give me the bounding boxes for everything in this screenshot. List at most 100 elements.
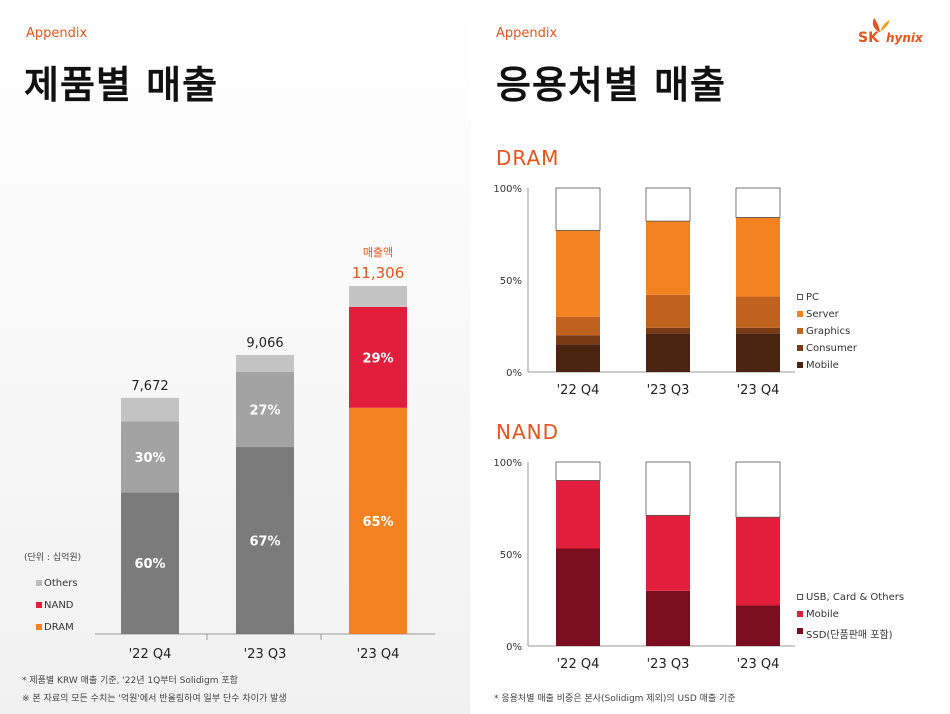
legend-swatch-others [36, 580, 42, 586]
legend-label: Mobile [806, 360, 839, 371]
x-tick-label: '23 Q3 [244, 647, 287, 662]
nand-application-chart: 0% 50% 100% '22 Q4 '23 Q3 '23 Q4 [493, 458, 795, 672]
bar-segment-dram [121, 492, 179, 634]
x-tick-label: '23 Q3 [647, 657, 690, 672]
dram-application-chart: 0% 50% 100% '22 Q4 '23 Q3 '23 Q4 [493, 184, 795, 398]
bar-segment-others [236, 354, 294, 372]
bar-segment [736, 296, 780, 328]
x-tick-label: '23 Q4 [737, 657, 780, 672]
product-revenue-chart: 60% 30% 7,672 '22 Q4 67% 27% 9,066 '23 Q3 65% 29%… [95, 246, 435, 662]
y-tick-label: 0% [506, 368, 522, 379]
revenue-label: 매출액 [363, 246, 393, 259]
unit-note: (단위 : 십억원) [24, 553, 82, 563]
legend-label: PC [806, 292, 820, 303]
bar-total-label: 11,306 [352, 264, 405, 282]
legend-item: PC [797, 292, 820, 303]
legend-label: DRAM [44, 622, 74, 633]
bar-segment-dram [236, 447, 294, 634]
bar-segment [646, 221, 690, 295]
legend-item: SSD(단품판매 포함) [797, 626, 893, 641]
x-tick-label: '22 Q4 [129, 647, 172, 662]
legend-label: SSD(단품판매 포함) [806, 630, 893, 641]
bar-data-label: 30% [134, 451, 165, 466]
bar-data-label: 27% [249, 403, 280, 418]
legend-swatch [797, 328, 803, 334]
bar-data-label: 67% [249, 535, 280, 550]
product-revenue-panel: Appendix 제품별 매출 60% 30% 7,672 '22 Q4 67% 27% 9… [0, 0, 470, 714]
footnote: * 응용처별 매출 비중은 본사(Solidigm 제외)의 USD 매출 기준 [494, 694, 736, 704]
bar-segment [646, 333, 690, 372]
legend-swatch [797, 345, 803, 351]
legend-label: NAND [44, 600, 74, 611]
bar-segment-nand [349, 306, 407, 408]
bar-segment [646, 515, 690, 591]
bar-segment [646, 294, 690, 328]
bar-segment [556, 316, 600, 336]
bar-segment [646, 327, 690, 334]
y-tick-label: 50% [500, 550, 522, 561]
legend-item: Server [797, 309, 839, 320]
bar-segment [645, 461, 691, 516]
bar-segment [556, 230, 600, 317]
bar-total-label: 7,672 [131, 379, 168, 394]
bar-segment [645, 187, 691, 222]
x-tick-label: '23 Q3 [647, 383, 690, 398]
bar-segment [736, 605, 780, 646]
page-title: 제품별 매출 [24, 63, 219, 107]
bar-segment [735, 187, 781, 218]
legend-swatch [797, 362, 803, 368]
x-tick-label: '23 Q4 [357, 647, 400, 662]
legend-item: USB, Card & Others [797, 592, 904, 603]
appendix-label: Appendix [26, 26, 88, 41]
legend-swatch [797, 628, 803, 634]
legend-label: Graphics [806, 326, 851, 337]
bar-segment-others [121, 397, 179, 422]
logo-brand: SK [858, 30, 879, 46]
legend-swatch-dram [36, 624, 42, 630]
legend-label: Server [806, 309, 839, 320]
appendix-label: Appendix [496, 26, 558, 41]
legend-swatch [797, 594, 803, 600]
legend-item-nand: NAND [36, 600, 74, 611]
bar-segment [556, 335, 600, 345]
bar-segment [735, 461, 781, 518]
y-tick-label: 50% [500, 276, 522, 287]
x-tick-label: '23 Q4 [737, 383, 780, 398]
legend-label: Mobile [806, 609, 839, 620]
butterfly-icon [872, 18, 890, 32]
bar-segment [556, 548, 600, 646]
bar-segment-nand [121, 421, 179, 493]
bar-segment [646, 590, 690, 646]
legend-item-others: Others [36, 578, 78, 589]
bar-segment [736, 333, 780, 372]
page-title: 응용처별 매출 [496, 63, 726, 107]
bar-segment [736, 327, 780, 334]
sk-hynix-logo: SK hynix [858, 18, 938, 50]
y-tick-label: 100% [493, 458, 522, 469]
bar-segment-dram [349, 407, 407, 634]
legend-label: Consumer [806, 343, 857, 354]
legend-item: Graphics [797, 326, 851, 337]
legend-swatch [797, 611, 803, 617]
y-tick-label: 0% [506, 642, 522, 653]
legend-item: Mobile [797, 609, 839, 620]
legend-label: Others [44, 578, 78, 589]
nand-section-title: NAND [496, 420, 560, 444]
legend-item-dram: DRAM [36, 622, 74, 633]
bar-segment-nand [236, 371, 294, 448]
logo-sub: hynix [886, 31, 923, 45]
bar-segment [556, 480, 600, 549]
x-tick-label: '22 Q4 [557, 383, 600, 398]
legend-swatch [797, 311, 803, 317]
bar-data-label: 60% [134, 557, 165, 572]
bar-segment-others [349, 286, 407, 307]
bar-segment [736, 517, 780, 606]
bar-data-label: 65% [362, 515, 393, 530]
legend-item: Mobile [797, 360, 839, 371]
bar-data-label: 29% [362, 351, 393, 366]
y-tick-label: 100% [493, 184, 522, 195]
legend-item: Consumer [797, 343, 857, 354]
x-tick-label: '22 Q4 [557, 657, 600, 672]
bar-segment [556, 344, 600, 372]
footnote-1: * 제품별 KRW 매출 기준, '22년 1Q부터 Solidigm 포함 [22, 676, 238, 686]
